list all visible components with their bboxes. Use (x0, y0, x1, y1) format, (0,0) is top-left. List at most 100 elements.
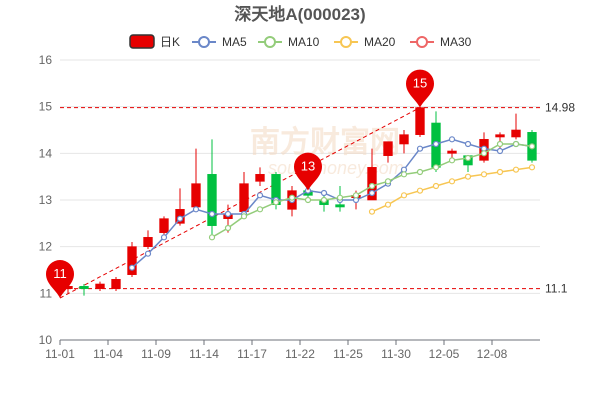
ma10-point-20 (384, 178, 392, 185)
candle-2 (95, 281, 105, 291)
candle-3 (111, 277, 121, 291)
y-tick-label-6: 16 (39, 53, 53, 67)
x-tick-label-8: 12-05 (429, 347, 460, 361)
candle-5 (143, 230, 153, 249)
candle-22 (415, 107, 425, 137)
y-tick-label-4: 14 (39, 146, 53, 160)
candle-body-20 (383, 141, 393, 156)
candle-20 (383, 141, 393, 163)
x-tick-label-3: 11-14 (189, 347, 219, 361)
ma10-point-22 (416, 168, 424, 176)
candle-body-17 (335, 204, 345, 208)
candle-body-24 (447, 150, 457, 154)
pin-shape-2 (406, 69, 434, 108)
ma10-point-25 (464, 154, 472, 162)
x-tick-label-0: 11-01 (45, 347, 75, 361)
ma10-point-14 (288, 194, 296, 201)
ma20-point-27 (496, 168, 504, 176)
candle-body-3 (111, 279, 121, 289)
y-tick-label-0: 10 (39, 333, 53, 347)
ma10-point-23 (432, 164, 440, 171)
x-tick-label-6: 11-25 (333, 347, 363, 361)
pin-label-0: 11 (53, 266, 67, 281)
ma20-point-20 (384, 201, 392, 208)
ma10-point-19 (368, 182, 376, 190)
x-axis: 11-01 11-04 11-09 11-14 11-17 11-22 11-25 11-30… (45, 339, 540, 361)
ma5-point-7 (176, 215, 184, 222)
candle-1 (79, 284, 89, 296)
y-tick-label-5: 15 (39, 100, 53, 114)
legend-label-2: MA10 (288, 35, 320, 49)
legend-item-2: MA10 (258, 35, 320, 49)
ma5-point-27 (496, 147, 504, 155)
candle-4 (127, 242, 137, 277)
ma10-point-18 (352, 192, 360, 199)
ma10-point-26 (480, 150, 488, 157)
pin-label-2: 15 (413, 76, 427, 91)
y-axis: 10 11 12 13 14 15 16 (39, 53, 53, 347)
legend-label-3: MA20 (364, 35, 396, 49)
ma5-point-9 (208, 210, 216, 218)
ma5-point-22 (416, 145, 424, 152)
ma20-point-25 (464, 173, 472, 180)
moving-average-lines (128, 136, 536, 271)
legend-swatch-dot-2 (264, 36, 276, 48)
ma10-point-10 (224, 224, 232, 232)
y-tick-label-1: 11 (40, 286, 53, 300)
legend-label-1: MA5 (222, 35, 247, 49)
ma20-point-23 (432, 182, 440, 190)
ma5-point-23 (432, 140, 440, 148)
ma20-point-21 (400, 192, 408, 199)
candle-9 (207, 139, 217, 238)
watermark-sub: southmoney.com (268, 158, 404, 178)
ma10-point-16 (320, 196, 328, 204)
pin-label-1: 13 (301, 159, 315, 174)
ma20-point-26 (480, 171, 488, 178)
candle-body-2 (95, 283, 105, 289)
x-tick-label-9: 12-08 (477, 347, 508, 361)
legend-item-0: 日K (129, 34, 180, 49)
grid (60, 59, 540, 341)
candle-body-8 (191, 183, 201, 208)
ma10-point-13 (272, 199, 280, 206)
ma5-point-4 (128, 264, 136, 271)
ma5-point-16 (320, 189, 328, 197)
candle-body-5 (143, 237, 153, 247)
x-tick-label-2: 11-09 (141, 347, 171, 361)
ma10-point-24 (448, 157, 456, 164)
ma10-point-27 (496, 140, 504, 148)
candle-body-4 (127, 246, 137, 275)
candle-body-22 (415, 107, 425, 135)
watermark-main: 南方财富网 (250, 125, 400, 159)
ma5-point-12 (256, 192, 264, 199)
ma10-point-29 (528, 143, 536, 150)
candle-12 (255, 167, 265, 186)
legend-swatch-dot-4 (416, 36, 428, 48)
y-tick-label-3: 13 (39, 193, 53, 207)
ma5-point-8 (192, 206, 200, 213)
ma20-point-28 (512, 166, 520, 173)
legend-swatch-dot-3 (340, 36, 352, 48)
pin-2: 15 (406, 69, 434, 108)
pin-1: 13 (294, 152, 322, 191)
ma20-point-19 (368, 208, 376, 215)
candle-body-6 (159, 218, 169, 233)
pin-0: 11 (46, 260, 74, 298)
ma5-point-19 (368, 189, 376, 197)
pins: 11 13 15 (46, 69, 434, 298)
ma5-point-10 (224, 210, 232, 218)
ma10-point-12 (256, 206, 264, 213)
ma10-point-9 (208, 234, 216, 241)
chart-title: 深天地A(000023) (234, 4, 365, 24)
x-tick-label-4: 11-17 (237, 347, 267, 361)
candle-6 (159, 216, 169, 235)
legend-label-4: MA30 (440, 35, 472, 49)
candle-body-12 (255, 174, 265, 182)
ma20-point-22 (416, 187, 424, 194)
x-tick-label-1: 11-04 (93, 347, 123, 361)
ref-label-1: 11.1 (545, 282, 568, 296)
watermark: 南方财富网 southmoney.com (250, 125, 404, 178)
ma10-point-28 (512, 140, 520, 148)
candle-body-11 (239, 183, 249, 212)
